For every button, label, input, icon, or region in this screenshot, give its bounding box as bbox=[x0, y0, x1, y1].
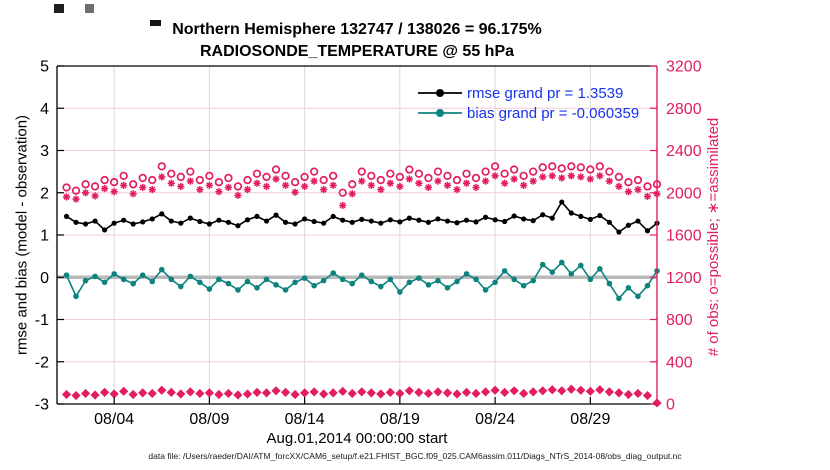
svg-text:2800: 2800 bbox=[666, 101, 702, 118]
svg-text:1: 1 bbox=[40, 228, 49, 245]
legend: rmse grand pr = 1.3539 bias grand pr = -… bbox=[417, 83, 639, 123]
svg-text:4: 4 bbox=[40, 101, 49, 118]
svg-text:-3: -3 bbox=[35, 397, 49, 414]
svg-text:2400: 2400 bbox=[666, 143, 702, 160]
bias-line-swatch-icon bbox=[418, 109, 462, 117]
svg-text:3200: 3200 bbox=[666, 59, 702, 76]
left-tick-labels: -3 -2 -1 0 1 2 3 4 5 bbox=[35, 59, 49, 414]
obs-possible-markers bbox=[62, 162, 662, 197]
svg-text:3: 3 bbox=[40, 143, 49, 160]
svg-text:2: 2 bbox=[40, 185, 49, 202]
svg-text:08/24: 08/24 bbox=[475, 411, 515, 428]
svg-text:1200: 1200 bbox=[666, 270, 702, 287]
svg-text:08/04: 08/04 bbox=[94, 411, 134, 428]
rmse-series bbox=[63, 199, 660, 235]
rmse-line-swatch-icon bbox=[418, 89, 462, 97]
axis-ticks bbox=[57, 65, 657, 405]
svg-text:08/09: 08/09 bbox=[189, 411, 229, 428]
svg-text:-2: -2 bbox=[35, 354, 49, 371]
legend-label-bias: bias grand pr = -0.060359 bbox=[467, 104, 640, 122]
ui-artifact bbox=[54, 4, 64, 13]
svg-text:800: 800 bbox=[666, 312, 693, 329]
svg-text:0: 0 bbox=[666, 397, 675, 414]
obs-low-band-markers bbox=[61, 384, 662, 408]
legend-entry-rmse: rmse grand pr = 1.3539 bbox=[417, 83, 639, 103]
svg-text:5: 5 bbox=[40, 59, 49, 76]
svg-text:08/19: 08/19 bbox=[380, 411, 420, 428]
svg-text:400: 400 bbox=[666, 354, 693, 371]
left-axis-label: rmse and bias (model - observation) bbox=[13, 114, 31, 356]
svg-text:08/29: 08/29 bbox=[570, 411, 610, 428]
data-file-path: data file: /Users/raeder/DAI/ATM_forcXX/… bbox=[148, 451, 682, 461]
ui-artifact bbox=[85, 4, 94, 13]
chart-subtitle: RADIOSONDE_TEMPERATURE @ 55 hPa bbox=[199, 43, 515, 60]
right-axis-label: # of obs: o=possible; ∗=assimilated bbox=[705, 117, 722, 357]
bias-series bbox=[63, 259, 660, 302]
svg-text:2000: 2000 bbox=[666, 185, 702, 202]
x-tick-labels: 08/04 08/09 08/14 08/19 08/24 08/29 bbox=[94, 411, 610, 428]
legend-label-rmse: rmse grand pr = 1.3539 bbox=[467, 84, 624, 102]
axis-spines bbox=[56, 65, 658, 405]
x-axis-label: Aug.01,2014 00:00:00 start bbox=[266, 430, 448, 447]
legend-entry-bias: bias grand pr = -0.060359 bbox=[417, 103, 639, 123]
svg-text:0: 0 bbox=[40, 270, 49, 287]
obs-assimilated-markers bbox=[62, 172, 661, 210]
ui-artifact bbox=[150, 20, 161, 26]
svg-text:-1: -1 bbox=[35, 312, 49, 329]
chart-title: Northern Hemisphere 132747 / 138026 = 96… bbox=[172, 21, 542, 38]
svg-text:08/14: 08/14 bbox=[285, 411, 325, 428]
right-tick-labels: 0 400 800 1200 1600 2000 2400 2800 3200 bbox=[666, 59, 702, 414]
svg-text:1600: 1600 bbox=[666, 228, 702, 245]
